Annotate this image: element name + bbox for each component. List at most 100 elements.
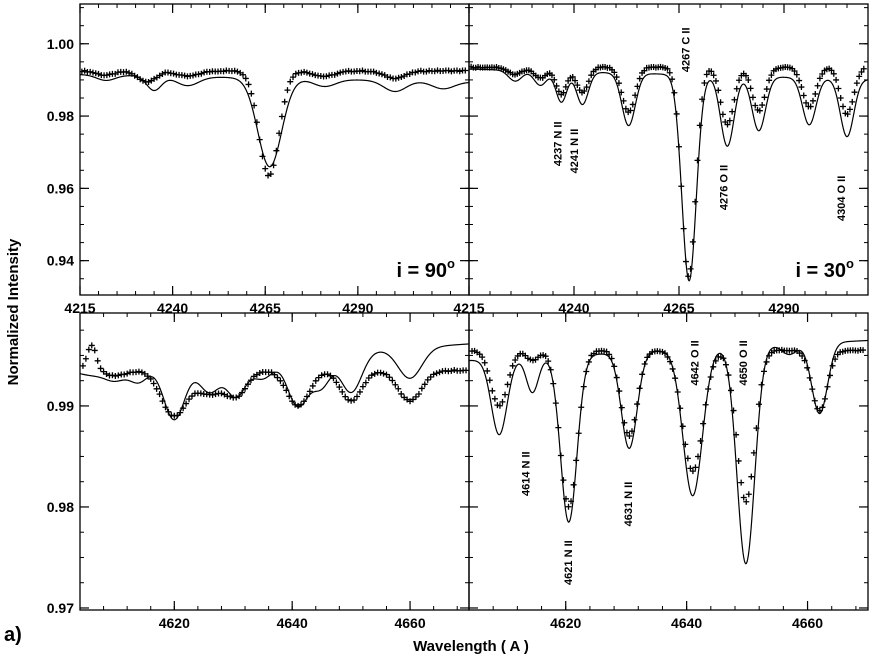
observed-point [766, 77, 773, 84]
observed-point [371, 370, 378, 377]
observed-point [695, 453, 702, 460]
observed-point [300, 398, 307, 405]
observed-point [689, 468, 696, 475]
panel-tag: a) [4, 624, 22, 646]
observed-point [562, 83, 569, 90]
observed-point [489, 387, 496, 394]
observed-point [218, 390, 225, 397]
observed-point [611, 363, 618, 370]
observed-point [551, 76, 558, 83]
observed-point [496, 402, 503, 409]
observed-point [562, 495, 569, 502]
observed-point [298, 69, 305, 76]
observed-point [680, 225, 687, 232]
observed-point [703, 71, 710, 78]
observed-point [750, 449, 757, 456]
observed-point [833, 76, 840, 83]
observed-point [273, 147, 280, 154]
x-tick-label: 4660 [792, 615, 823, 631]
observed-point [736, 77, 743, 84]
observed-point [303, 393, 310, 400]
x-tick-label: 4640 [277, 615, 308, 631]
observed-point [227, 393, 234, 400]
observed-point [763, 358, 770, 365]
observed-point [700, 420, 707, 427]
line-id-label: 4650 O II [738, 340, 750, 385]
x-tick-label: 4240 [558, 300, 589, 316]
line-id-label: 4614 N II [520, 451, 532, 496]
observed-point [809, 386, 816, 393]
observed-point [618, 89, 625, 96]
observed-point [580, 383, 587, 390]
observed-point [583, 368, 590, 375]
observed-point [707, 374, 714, 381]
observed-point [745, 491, 752, 498]
observed-point [568, 498, 575, 505]
observed-point [622, 105, 629, 112]
observed-point [578, 404, 585, 411]
observed-point [828, 67, 835, 74]
observed-point [456, 68, 463, 75]
y-tick-label: 0.94 [47, 253, 74, 269]
observed-point [359, 383, 366, 390]
observed-point [809, 97, 816, 104]
observed-point [626, 433, 633, 440]
observed-point [509, 362, 516, 369]
plot-area [80, 67, 469, 179]
observed-point [715, 87, 722, 94]
observed-point [856, 73, 863, 80]
observed-point [669, 365, 676, 372]
observed-point [81, 67, 88, 74]
observed-point [418, 385, 425, 392]
observed-point [395, 385, 402, 392]
observed-point [180, 405, 187, 412]
observed-point [356, 68, 363, 75]
observed-point [342, 393, 349, 400]
observed-point [676, 143, 682, 150]
observed-point [345, 67, 352, 74]
observed-point [153, 385, 160, 392]
observed-point [383, 371, 390, 378]
observed-point [247, 377, 254, 384]
observed-point [565, 77, 572, 84]
observed-point [181, 72, 188, 79]
observed-point [109, 372, 116, 379]
observed-point [392, 381, 399, 388]
observed-point [82, 355, 89, 362]
plot-area [469, 63, 868, 282]
observed-point [844, 111, 851, 118]
observed-point [159, 398, 166, 405]
x-tick-label: 4660 [394, 615, 425, 631]
observed-point [231, 67, 238, 74]
observed-point [628, 428, 635, 435]
observed-point [804, 364, 811, 371]
observed-point [725, 372, 732, 379]
x-axis-title: Wavelength ( A ) [413, 638, 529, 655]
observed-point [824, 383, 831, 390]
observed-point [392, 75, 399, 82]
observed-point [671, 89, 678, 96]
observed-point [793, 71, 800, 78]
observed-point [615, 80, 622, 87]
observed-point [484, 367, 491, 374]
observed-point [415, 391, 422, 397]
observed-point [801, 357, 808, 364]
y-tick-label: 0.99 [47, 398, 74, 414]
observed-point [356, 388, 363, 395]
observed-point [234, 68, 241, 75]
observed-point [274, 374, 281, 381]
model-spectrum-line [80, 74, 469, 168]
observed-point [803, 99, 810, 106]
observed-point [431, 68, 438, 75]
panel-top-right: 4215 4240 4265 4290 4237 N II 4241 N II 4267 C… [453, 3, 869, 316]
observed-point [550, 380, 557, 387]
x-tick-label: 4620 [550, 615, 581, 631]
x-tick-label: 4265 [663, 300, 694, 316]
observed-point [583, 84, 590, 91]
observed-point [424, 376, 431, 383]
observed-point [570, 481, 577, 488]
observed-point [731, 96, 738, 103]
line-id-label: 4267 C II [681, 27, 693, 72]
observed-point [553, 82, 560, 89]
observed-point [729, 108, 736, 115]
